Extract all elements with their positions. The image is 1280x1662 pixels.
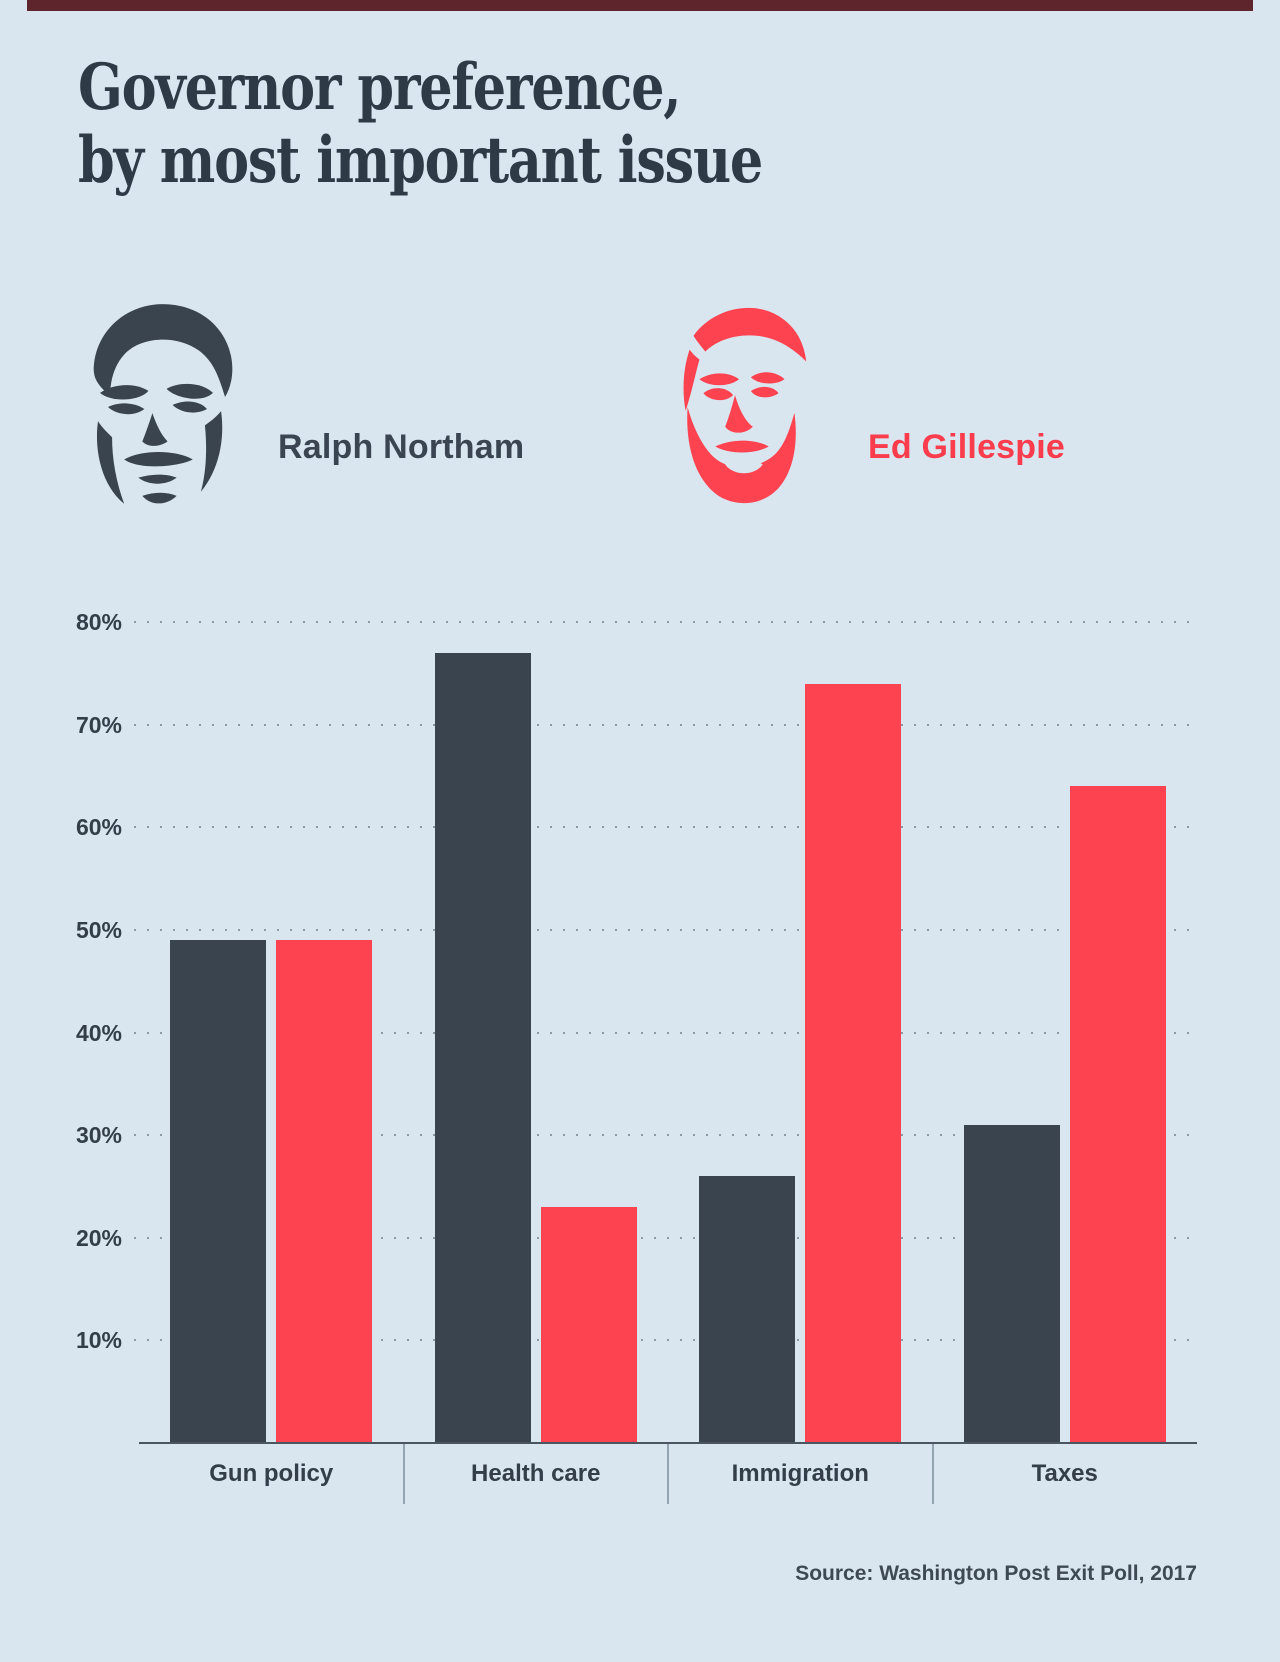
gridline-10	[134, 1339, 1196, 1342]
gridline-80	[134, 621, 1196, 624]
source-attribution: Source: Washington Post Exit Poll, 2017	[795, 1562, 1197, 1585]
bar-ralph-northam-gun-policy	[170, 940, 267, 1443]
category-divider-2	[667, 1443, 669, 1504]
y-tick-label-10: 10%	[75, 1327, 122, 1354]
legend-label-gillespie: Ed Gillespie	[868, 428, 1066, 466]
y-tick-label-30: 30%	[75, 1122, 122, 1149]
y-tick-label-80: 80%	[75, 609, 122, 636]
gridline-70	[134, 723, 1196, 726]
category-divider-3	[931, 1443, 934, 1504]
gridline-20	[134, 1236, 1196, 1239]
gridline-40	[134, 1031, 1196, 1034]
gridline-50	[134, 929, 1196, 931]
y-tick-label-60: 60%	[75, 814, 122, 841]
bar-ralph-northam-taxes	[963, 1124, 1060, 1443]
x-category-label-gun-policy: Gun policy	[209, 1460, 334, 1487]
ralph-northam-portrait-icon	[93, 304, 233, 504]
bar-ralph-northam-immigration	[699, 1176, 796, 1443]
bar-ralph-northam-health-care	[434, 652, 531, 1443]
gridline-30	[134, 1134, 1196, 1137]
x-axis-line	[139, 1442, 1197, 1444]
chart-title: Governor preference, by most important is…	[78, 50, 763, 198]
legend-label-northam: Ralph Northam	[278, 428, 525, 466]
chart-title-line2: by most important issue	[78, 122, 763, 198]
x-category-label-immigration: Immigration	[731, 1460, 869, 1487]
x-category-label-health-care: Health care	[471, 1460, 601, 1487]
bar-ed-gillespie-taxes	[1069, 786, 1166, 1443]
y-tick-label-20: 20%	[75, 1224, 122, 1251]
bar-ed-gillespie-gun-policy	[276, 940, 373, 1443]
ed-gillespie-portrait-icon	[683, 307, 807, 504]
top-accent-bar	[27, 0, 1253, 11]
gridline-60	[134, 826, 1196, 829]
y-tick-label-70: 70%	[75, 711, 122, 738]
bar-ed-gillespie-immigration	[805, 683, 902, 1443]
bar-ed-gillespie-health-care	[540, 1207, 637, 1443]
chart-title-line1: Governor preference,	[78, 50, 682, 125]
x-category-label-taxes: Taxes	[1031, 1460, 1098, 1487]
y-tick-label-50: 50%	[75, 917, 122, 943]
category-divider-1	[402, 1443, 405, 1504]
y-tick-label-40: 40%	[75, 1019, 122, 1046]
